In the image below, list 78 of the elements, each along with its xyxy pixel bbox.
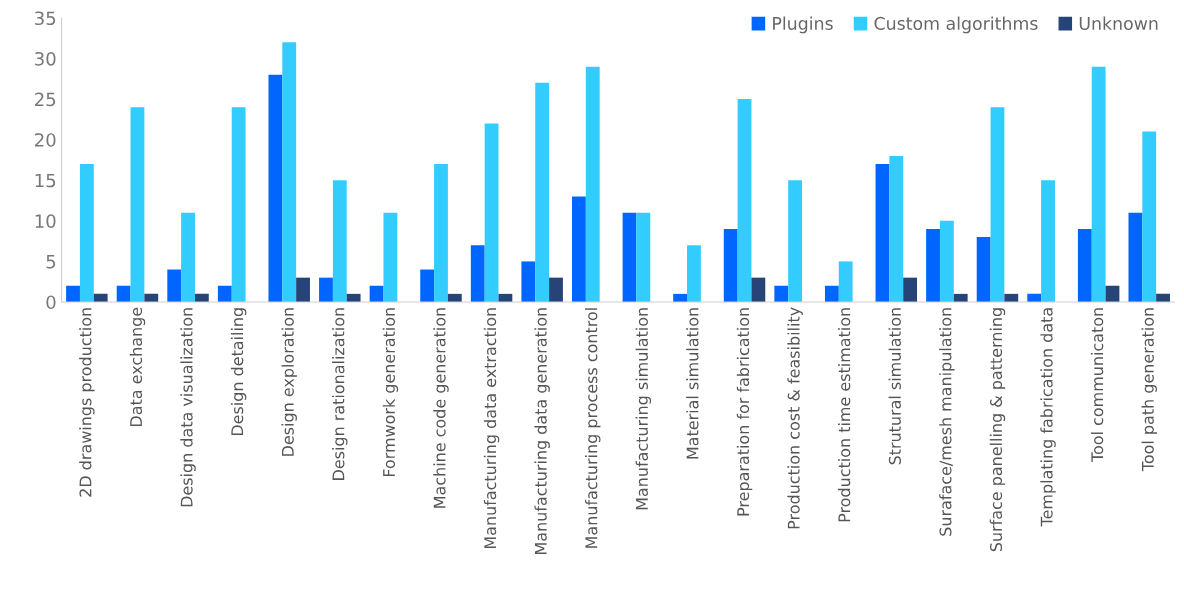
bar [319,277,333,302]
bar [1077,228,1092,302]
x-tick-label: Tool communicaton [1090,308,1104,463]
bar [751,277,766,302]
y-tick-label: 25 [35,92,56,107]
bar [282,42,297,302]
x-tick-label: Formwork generation [382,308,399,477]
bar [1128,212,1143,302]
bar [296,277,310,302]
x-tick-label: Manufacturing simulation [635,308,652,510]
x-tick-label: Design exploration [281,308,297,456]
bar [167,269,182,302]
bar [484,123,499,302]
y-tick-label: 20 [35,133,56,147]
x-tick-label: Manufacturing data extraction [483,308,500,549]
bar [838,261,853,302]
y-tick-label: 15 [35,173,56,188]
y-tick-label: 0 [46,295,56,310]
bar [875,164,890,302]
bar [521,261,536,302]
x-tick-label: Suraface/mesh manipulation [939,308,955,536]
x-tick-label: Strutural simulation [888,308,901,465]
bar [687,245,701,302]
bar [1091,66,1106,302]
bar [636,212,651,302]
bar [572,196,586,302]
bar [231,107,246,302]
x-tick-label: Surface panelling & patterning [989,308,1006,552]
bar [723,228,738,302]
x-tick-label: Data exchange [129,307,146,426]
bar [66,285,80,302]
x-tick-label: Production time estimation [837,308,851,522]
bar [990,107,1005,302]
y-tick-label: 5 [46,255,56,269]
bar [926,228,940,302]
x-tick-label: Material simulation [686,308,699,459]
bar [470,245,485,302]
x-tick-label: Manufacturing data generation [534,308,550,554]
bar [130,107,145,302]
bar [332,180,347,302]
bar [824,285,839,302]
bar [889,155,904,302]
x-tick-label: Templating fabrication data [1040,308,1056,527]
bar [939,220,954,302]
bar [79,164,94,302]
bar [585,66,600,302]
x-tick-label: Preparation for fabrication [736,308,753,516]
x-tick-label: Design detailing [230,308,247,436]
bar [976,237,991,302]
legend-label: Plugins [773,16,833,34]
bar [1142,131,1157,302]
bar [181,212,195,302]
bar [217,285,232,302]
bar [268,74,283,302]
y-tick-label: 10 [35,214,56,228]
bar [788,180,803,302]
bar [420,269,435,302]
bar [774,285,789,302]
x-tick-label: Design rationalization [332,308,348,480]
x-tick-label: Production cost & feasibility [787,307,803,529]
bar [535,82,550,302]
bar [116,285,131,302]
bar [737,99,752,302]
legend-label: Custom algorithms [874,16,1038,34]
x-tick-label: 2D drawings production [79,308,95,497]
bar [434,164,448,302]
legend-label: Unknown [1079,16,1158,30]
x-tick-label: Machine code generation [433,308,449,508]
bar [549,277,563,302]
y-tick-label: 35 [35,11,56,26]
bar [1041,180,1055,302]
bar [622,212,637,302]
x-tick-label: Manufacturing process control [585,308,601,548]
y-tick-label: 30 [35,51,56,66]
x-tick-label: Tool path generation [1141,308,1157,472]
bar [383,212,398,302]
x-tick-label: Design data visualization [180,308,196,507]
bar [903,277,918,302]
